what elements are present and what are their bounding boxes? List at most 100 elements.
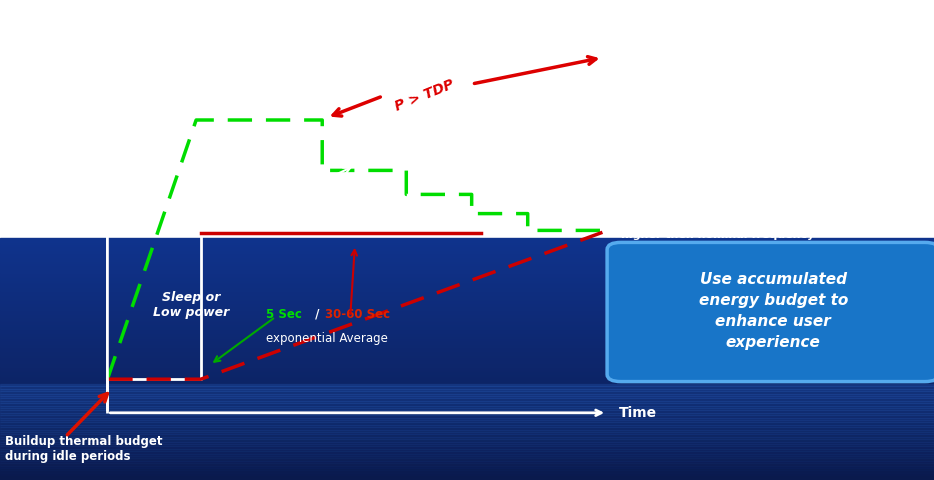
Bar	[0, 322, 934, 324]
Bar	[0, 459, 934, 462]
Bar	[0, 426, 934, 428]
Bar	[0, 435, 934, 438]
Bar	[0, 437, 934, 439]
Bar	[0, 344, 934, 346]
Bar	[0, 395, 934, 397]
Bar	[0, 375, 934, 377]
Bar	[0, 245, 934, 247]
Bar	[0, 468, 934, 470]
Text: “TDP”: “TDP”	[53, 223, 103, 238]
Bar	[0, 318, 934, 321]
Bar	[0, 310, 934, 312]
Bar	[0, 269, 934, 271]
Bar	[0, 340, 934, 343]
Bar	[0, 242, 934, 245]
Bar	[0, 282, 934, 285]
Bar	[0, 312, 934, 315]
Bar	[0, 388, 934, 391]
Bar	[0, 377, 934, 380]
Bar	[0, 408, 934, 410]
Bar	[0, 439, 934, 442]
Bar	[0, 325, 934, 328]
Bar	[0, 461, 934, 463]
Bar	[0, 383, 934, 385]
Bar	[0, 412, 934, 415]
Bar	[0, 249, 934, 251]
Bar	[0, 473, 934, 475]
Bar	[0, 458, 934, 461]
Bar	[0, 287, 934, 289]
Bar	[0, 358, 934, 360]
FancyBboxPatch shape	[607, 242, 934, 382]
Bar	[0, 299, 934, 301]
Bar	[0, 478, 934, 480]
Bar	[0, 356, 934, 358]
Bar	[0, 473, 934, 475]
Bar	[0, 367, 934, 369]
Bar	[0, 334, 934, 336]
Bar	[0, 444, 934, 446]
Bar	[0, 391, 934, 393]
Bar	[0, 394, 934, 396]
Bar	[0, 292, 934, 294]
Bar	[0, 456, 934, 458]
Bar	[0, 417, 934, 420]
Bar	[0, 289, 934, 292]
Bar	[0, 396, 934, 398]
Bar	[0, 291, 934, 293]
Bar	[0, 428, 934, 431]
Bar	[0, 422, 934, 424]
Bar	[0, 374, 934, 376]
Bar	[0, 313, 934, 316]
Bar	[0, 381, 934, 384]
Bar	[0, 251, 934, 253]
Bar	[0, 380, 934, 382]
Bar	[0, 328, 934, 330]
Bar	[0, 478, 934, 480]
Bar	[0, 379, 934, 381]
Bar	[0, 410, 934, 413]
Bar	[0, 454, 934, 456]
Bar	[0, 457, 934, 459]
Bar	[0, 286, 934, 288]
Bar	[0, 352, 934, 355]
Bar	[0, 294, 934, 297]
Bar	[0, 348, 934, 350]
Text: 30-60 Sec: 30-60 Sec	[325, 308, 390, 321]
Bar	[0, 320, 934, 322]
Bar	[0, 408, 934, 410]
Bar	[0, 398, 934, 400]
Bar	[0, 338, 934, 340]
Bar	[0, 385, 934, 387]
Bar	[0, 434, 934, 437]
Bar	[0, 315, 934, 317]
Bar	[0, 244, 934, 246]
Bar	[0, 268, 934, 270]
Bar	[0, 438, 934, 440]
Bar	[0, 280, 934, 282]
Bar	[0, 384, 934, 386]
Bar	[0, 442, 934, 444]
Bar	[0, 434, 934, 437]
Bar	[0, 474, 934, 476]
Text: 30-60 Sec: 30-60 Sec	[285, 183, 354, 196]
Bar	[0, 341, 934, 344]
Bar	[0, 418, 934, 420]
Bar	[0, 285, 934, 287]
Bar	[0, 446, 934, 449]
Bar	[0, 265, 934, 268]
Bar	[0, 273, 934, 275]
Bar	[0, 333, 934, 335]
Bar	[0, 468, 934, 470]
Bar	[0, 387, 934, 390]
Bar	[0, 403, 934, 406]
Bar	[0, 403, 934, 405]
Bar	[0, 252, 934, 254]
Bar	[0, 392, 934, 395]
Bar	[0, 463, 934, 466]
Bar	[0, 449, 934, 451]
Bar	[0, 241, 934, 244]
Bar	[0, 254, 934, 257]
Bar	[0, 422, 934, 425]
Bar	[0, 442, 934, 444]
